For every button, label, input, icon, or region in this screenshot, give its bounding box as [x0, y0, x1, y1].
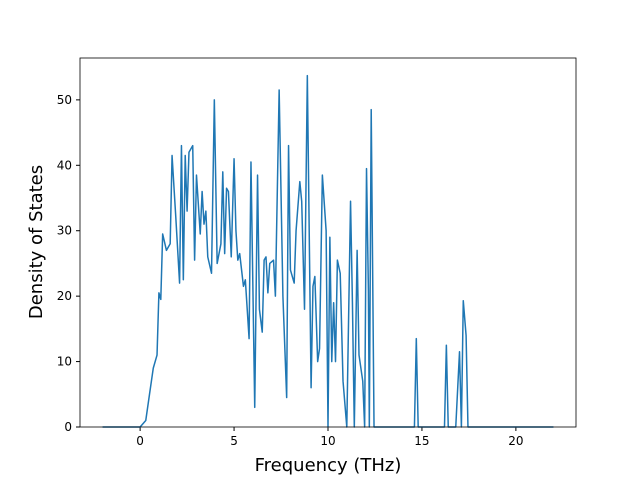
- y-tick-label: 30: [57, 224, 72, 238]
- y-tick-label: 0: [64, 420, 72, 434]
- y-tick-label: 10: [57, 355, 72, 369]
- x-tick-label: 15: [414, 434, 429, 448]
- x-tick-label: 20: [508, 434, 523, 448]
- line-series: [102, 74, 554, 428]
- x-tick-label: 0: [136, 434, 144, 448]
- x-tick-label: 5: [230, 434, 238, 448]
- x-tick-label: 10: [320, 434, 335, 448]
- y-tick-label: 40: [57, 158, 72, 172]
- y-axis-label: Density of States: [26, 165, 47, 319]
- x-axis-label: Frequency (THz): [255, 455, 402, 476]
- y-tick-label: 20: [57, 289, 72, 303]
- y-tick-label: 50: [57, 93, 72, 107]
- plot-frame: [79, 57, 577, 428]
